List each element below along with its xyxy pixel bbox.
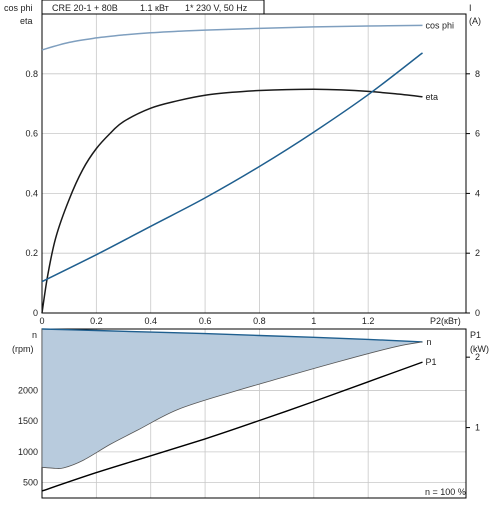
top-left-tick-label: 0 [33, 308, 38, 318]
x-tick-label: 0.2 [90, 316, 103, 326]
x-tick-label: 1.2 [362, 316, 375, 326]
series-label-eta: eta [426, 92, 439, 102]
top-left-tick-label: 0.6 [25, 129, 38, 139]
top-right-tick-label: 4 [475, 188, 480, 198]
bottom-left-tick-label: 1000 [18, 447, 38, 457]
series-label-cos_phi: cos phi [426, 20, 455, 30]
series-label-p1: P1 [426, 357, 437, 367]
p1-line [41, 361, 423, 492]
x-tick-label: 0 [39, 316, 44, 326]
top-left-axis-label-1: cos phi [4, 3, 33, 13]
header-title: CRE 20-1 + 80B [52, 3, 118, 13]
top-right-tick-label: 0 [475, 308, 480, 318]
top-left-tick-label: 0.2 [25, 248, 38, 258]
header-supply: 1* 230 V, 50 Hz [185, 3, 248, 13]
speed-range-area [42, 329, 423, 469]
bottom-left-tick-label: 1500 [18, 416, 38, 426]
header-power: 1.1 кВт [140, 3, 169, 13]
bottom-right-axis-label-1: P1 [470, 330, 481, 340]
cos_phi-line [41, 24, 423, 51]
x-tick-label: 0.8 [253, 316, 266, 326]
x-tick-label: 1 [311, 316, 316, 326]
bottom-left-tick-label: 2000 [18, 385, 38, 395]
top-plot-frame [41, 13, 467, 314]
bottom-right-tick-label: 1 [475, 423, 480, 433]
top-right-tick-label: 6 [475, 129, 480, 139]
top-right-axis-label-1: I [469, 3, 472, 13]
bottom-right-tick-label: 2 [475, 352, 480, 362]
speed-min-line [41, 341, 423, 469]
top-right-tick-label: 2 [475, 248, 480, 258]
current-line [41, 52, 423, 283]
series-label-n: n [427, 337, 432, 347]
speed-annotation: n = 100 % [425, 487, 466, 497]
x-tick-label: 0.4 [144, 316, 157, 326]
eta-line [41, 88, 423, 314]
top-left-tick-label: 0.8 [25, 69, 38, 79]
top-right-axis-label-2: (A) [469, 16, 481, 26]
x-axis-label: P2(кВт) [430, 316, 461, 326]
speed-max-line [41, 328, 423, 343]
bottom-left-axis-label-1: n [32, 330, 37, 340]
bottom-right-axis-label-2: (kW) [470, 344, 489, 354]
bottom-left-axis-label-2: (rpm) [12, 344, 34, 354]
top-right-tick-label: 8 [475, 69, 480, 79]
bottom-left-tick-label: 500 [23, 478, 38, 488]
x-tick-label: 0.6 [199, 316, 212, 326]
top-left-tick-label: 0.4 [25, 188, 38, 198]
top-left-axis-label-2: eta [20, 16, 33, 26]
